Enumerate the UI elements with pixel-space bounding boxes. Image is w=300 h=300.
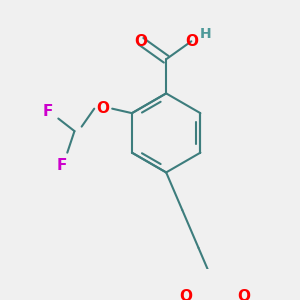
Text: O: O bbox=[185, 34, 198, 49]
Text: O: O bbox=[97, 101, 110, 116]
Text: O: O bbox=[179, 289, 192, 300]
Text: O: O bbox=[134, 34, 148, 49]
Text: F: F bbox=[57, 158, 67, 173]
Text: O: O bbox=[237, 289, 250, 300]
Text: F: F bbox=[42, 104, 53, 119]
Text: H: H bbox=[200, 27, 212, 41]
